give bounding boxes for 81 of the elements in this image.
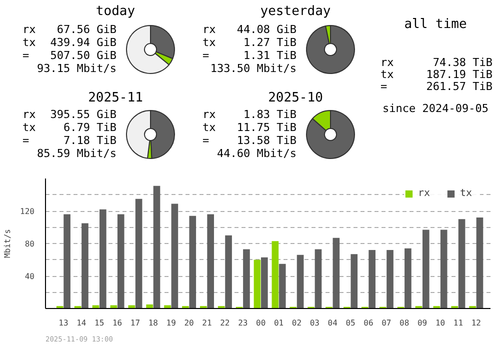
bar <box>225 235 232 308</box>
x-tick-label: 20 <box>184 318 194 328</box>
text: rx 74.38 TiB <box>380 56 493 69</box>
text: rx 1.83 TiB <box>202 108 297 121</box>
x-tick-label: 16 <box>112 318 122 328</box>
bar <box>207 214 214 308</box>
bar <box>476 218 484 308</box>
x-tick-label: 03 <box>310 318 320 328</box>
x-tick-label: 21 <box>202 318 212 328</box>
x-tick-label: 07 <box>382 318 392 328</box>
y-tick-label: 40 <box>24 272 35 281</box>
bar <box>135 198 142 308</box>
text: tx 187.19 TiB <box>380 68 493 81</box>
bar <box>368 250 376 308</box>
bar <box>100 209 106 308</box>
chart-title: today <box>96 4 136 19</box>
text: rx 67.56 GiB <box>22 23 117 36</box>
bar <box>458 219 466 308</box>
x-tick-label: 12 <box>471 318 482 328</box>
x-tick-label: 05 <box>346 318 356 328</box>
x-tick-label: 02 <box>292 318 302 328</box>
x-tick-label: 22 <box>220 318 230 328</box>
text: rx 44.08 GiB <box>202 23 297 36</box>
bar <box>278 264 286 308</box>
bar <box>440 230 448 308</box>
bar <box>261 257 268 308</box>
x-tick-label: 08 <box>400 318 410 328</box>
text: = 261.57 TiB <box>380 80 493 93</box>
bar <box>272 241 279 308</box>
chart-title: yesterday <box>260 4 331 19</box>
x-tick-label: 00 <box>256 318 266 328</box>
text: = 1.31 TiB <box>202 49 297 62</box>
text: tx 1.27 TiB <box>202 36 297 49</box>
bar <box>332 238 340 308</box>
x-tick-label: 15 <box>94 318 104 328</box>
y-tick-label: 120 <box>20 207 35 216</box>
text: = 13.58 TiB <box>202 134 297 147</box>
bar <box>404 248 412 308</box>
text: tx 6.79 TiB <box>22 121 117 134</box>
bar <box>82 223 88 308</box>
text: 93.15 Mbit/s <box>37 62 117 75</box>
text: all time <box>404 17 467 32</box>
x-tick-label: 06 <box>364 318 374 328</box>
x-tick-label: 04 <box>328 318 338 328</box>
bar <box>296 254 304 308</box>
bar <box>117 214 124 308</box>
text: 44.60 Mbit/s <box>217 147 297 160</box>
bar <box>171 204 178 308</box>
y-tick-label: 80 <box>24 240 35 248</box>
bar <box>386 250 394 308</box>
chart-title: 2025-11 <box>88 90 143 106</box>
x-tick-label: 11 <box>453 318 464 328</box>
legend-label: tx <box>460 188 474 199</box>
bar <box>422 230 430 308</box>
text: tx 11.75 TiB <box>202 121 297 134</box>
x-tick-label: 19 <box>166 318 176 328</box>
x-tick-label: 14 <box>76 318 86 328</box>
x-tick-label: 10 <box>435 318 446 328</box>
text: = 507.50 GiB <box>22 49 117 62</box>
bar <box>64 214 70 308</box>
bar <box>254 260 261 308</box>
text: 85.59 Mbit/s <box>37 147 117 160</box>
x-tick-label: 09 <box>418 318 428 328</box>
x-tick-label: 23 <box>238 318 248 328</box>
text: = 7.18 TiB <box>22 134 117 147</box>
x-tick-label: 13 <box>58 318 68 328</box>
bar <box>153 186 160 308</box>
text: 133.50 Mbit/s <box>210 62 296 75</box>
text: rx 395.55 GiB <box>22 108 117 121</box>
bar <box>350 254 358 308</box>
x-tick-label: 18 <box>148 318 158 328</box>
legend-label: rx <box>418 188 432 199</box>
text: since 2024-09-05 <box>382 102 488 115</box>
y-axis-title: Mbit/s <box>3 228 12 258</box>
text: tx 439.94 GiB <box>22 36 117 49</box>
x-tick-label: 01 <box>274 318 284 328</box>
x-tick-label: 17 <box>130 318 140 328</box>
bar <box>314 249 322 308</box>
bar <box>243 249 250 308</box>
chart-title: 2025-10 <box>268 90 323 106</box>
bar <box>189 216 196 308</box>
